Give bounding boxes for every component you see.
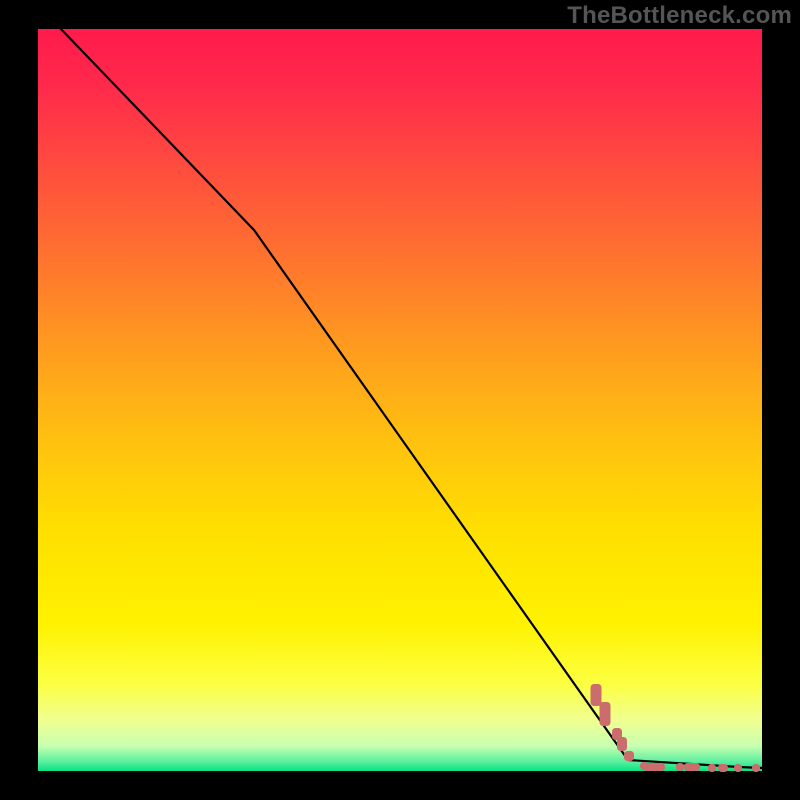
data-marker (591, 684, 602, 706)
data-marker (624, 751, 634, 761)
data-marker (643, 763, 665, 771)
chart-stage: TheBottleneck.com (0, 0, 800, 800)
data-marker (600, 702, 611, 726)
data-marker (708, 764, 716, 772)
data-marker (684, 763, 700, 771)
watermark-text: TheBottleneck.com (567, 2, 792, 30)
data-marker (676, 763, 684, 771)
data-marker (734, 764, 742, 772)
data-marker (617, 737, 627, 751)
chart-svg (0, 0, 800, 800)
plot-area (37, 28, 763, 772)
data-marker (752, 764, 760, 772)
data-marker (718, 764, 728, 772)
